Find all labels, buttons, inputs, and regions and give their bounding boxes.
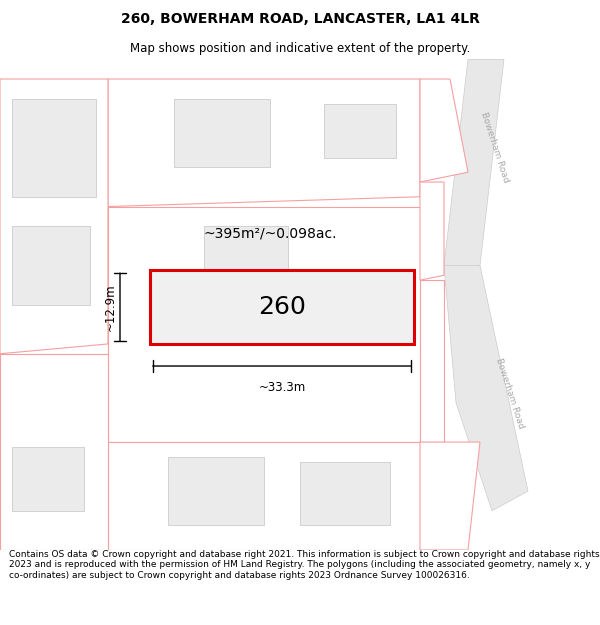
Polygon shape [420, 79, 468, 182]
Polygon shape [108, 442, 420, 550]
Text: 260: 260 [258, 295, 306, 319]
Polygon shape [420, 442, 480, 550]
Bar [12, 447, 84, 511]
Text: Bowerham Road: Bowerham Road [494, 356, 526, 429]
Bar [324, 104, 396, 158]
Polygon shape [0, 354, 108, 550]
Bar [204, 226, 288, 285]
Bar [12, 226, 90, 304]
Polygon shape [444, 266, 528, 511]
Text: ~33.3m: ~33.3m [259, 381, 305, 394]
Bar [174, 99, 270, 168]
Polygon shape [108, 79, 420, 206]
Text: Map shows position and indicative extent of the property.: Map shows position and indicative extent… [130, 41, 470, 54]
Polygon shape [0, 79, 108, 354]
Bar [12, 99, 96, 197]
Text: Contains OS data © Crown copyright and database right 2021. This information is : Contains OS data © Crown copyright and d… [9, 550, 599, 580]
Polygon shape [420, 280, 444, 442]
Text: 260, BOWERHAM ROAD, LANCASTER, LA1 4LR: 260, BOWERHAM ROAD, LANCASTER, LA1 4LR [121, 12, 479, 26]
Polygon shape [444, 59, 504, 266]
Polygon shape [108, 206, 420, 442]
Bar [300, 462, 390, 526]
Text: Bowerham Road: Bowerham Road [479, 111, 511, 184]
Text: ~395m²/~0.098ac.: ~395m²/~0.098ac. [203, 226, 337, 241]
Text: ~12.9m: ~12.9m [104, 283, 117, 331]
Bar [150, 271, 414, 344]
Polygon shape [420, 182, 444, 280]
Bar [168, 457, 264, 526]
